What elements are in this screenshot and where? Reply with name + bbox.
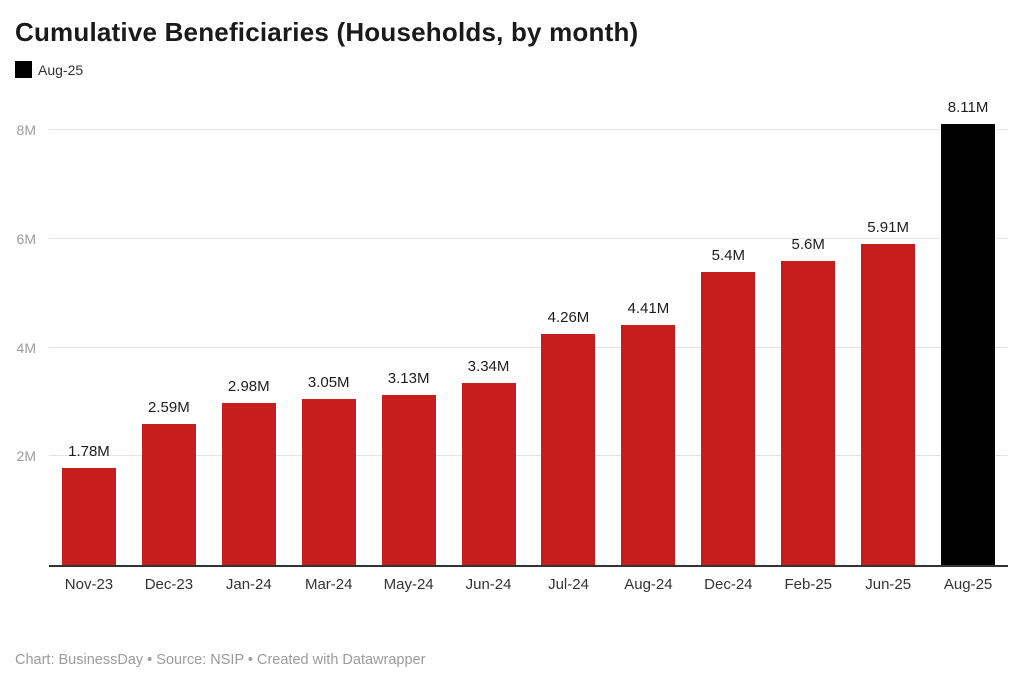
bar-cell: 3.34M — [449, 87, 529, 565]
bar-feb-25[interactable] — [781, 260, 836, 565]
legend: Aug-25 — [15, 61, 1008, 79]
bar-mar-24[interactable] — [301, 399, 356, 565]
y-tick-label: 4M — [16, 339, 36, 356]
gridline: 6M — [17, 231, 1008, 247]
bar-value-label: 5.4M — [711, 246, 745, 264]
gridline: 8M — [17, 122, 1008, 138]
gridline: 4M — [17, 340, 1008, 356]
bar-jun-25[interactable] — [861, 243, 916, 565]
bar-cell: 1.78M — [49, 87, 129, 565]
bar-may-24[interactable] — [381, 394, 436, 565]
bar-aug-24[interactable] — [621, 325, 676, 565]
bar-value-label: 3.34M — [467, 358, 510, 376]
x-tick-label: Dec-23 — [144, 575, 194, 593]
bar-value-label: 4.41M — [627, 300, 670, 318]
chart-title: Cumulative Beneficiaries (Households, by… — [15, 17, 639, 47]
x-tick-label: Aug-24 — [624, 575, 673, 593]
bar-cell: 3.13M — [369, 87, 449, 565]
y-tick-label: 8M — [16, 122, 36, 139]
bar-dec-24[interactable] — [701, 271, 756, 565]
bar-value-label: 2.98M — [227, 378, 270, 396]
bar-value-label: 3.13M — [387, 369, 430, 387]
bar-cell: 5.4M — [688, 87, 768, 565]
x-tick-label: Jan-24 — [225, 575, 272, 593]
plot-area: 2M 4M 6M 8M 1.78M 2.59M 2.98M 3.05M 3.13M 3.34M 4.… — [17, 87, 1008, 567]
bar-jun-24[interactable] — [461, 383, 516, 565]
bar-cell: 4.26M — [529, 87, 609, 565]
bar-cell: 5.91M — [848, 87, 928, 565]
bar-value-label: 8.11M — [947, 99, 989, 117]
bar-cell: 4.41M — [608, 87, 688, 565]
bar-value-label: 5.6M — [791, 235, 825, 253]
x-tick-label: Mar-24 — [304, 575, 353, 593]
x-tick-label: Dec-24 — [704, 575, 753, 593]
x-tick-label: Aug-25 — [943, 575, 993, 593]
chart-card: Cumulative Beneficiaries (Households, by… — [15, 17, 1008, 668]
bar-value-label: 2.59M — [148, 399, 190, 417]
x-axis: Nov-23 Dec-23 Jan-24 Mar-24 May-24 Jun-24 Jul-… — [49, 567, 1008, 593]
bar-jan-24[interactable] — [221, 403, 276, 565]
chart-footer: Chart: BusinessDay • Source: NSIP • Crea… — [15, 652, 426, 668]
bar-cell: 3.05M — [289, 87, 369, 565]
bar-cell: 5.6M — [768, 87, 848, 565]
x-tick-label: Jun-24 — [465, 575, 512, 593]
legend-label: Aug-25 — [38, 61, 84, 78]
bar-cell: 2.59M — [129, 87, 209, 565]
bar-chart: 2M 4M 6M 8M 1.78M 2.59M 2.98M 3.05M 3.13M 3.34M 4.… — [15, 87, 1008, 593]
y-axis-gutter — [15, 87, 49, 567]
bar-dec-23[interactable] — [141, 424, 196, 565]
bar-jul-24[interactable] — [541, 333, 596, 565]
y-tick-label: 6M — [16, 230, 36, 247]
bar-cell: 2.98M — [209, 87, 289, 565]
y-tick-label: 2M — [16, 448, 36, 465]
x-tick-label: Jun-25 — [865, 575, 912, 593]
bar-value-label: 1.78M — [68, 443, 110, 461]
x-tick-label: May-24 — [383, 575, 434, 593]
bar-value-label: 4.26M — [547, 308, 590, 326]
gridline: 2M — [17, 448, 1008, 464]
bar-value-label: 5.91M — [867, 218, 909, 236]
x-tick-label: Jul-24 — [548, 575, 589, 593]
bar-cell: 8.11M — [928, 87, 1008, 565]
bar-aug-25[interactable] — [941, 124, 996, 565]
x-tick-label: Nov-23 — [64, 575, 114, 593]
legend-swatch-icon — [15, 61, 32, 79]
x-tick-label: Feb-25 — [784, 575, 833, 593]
bar-nov-23[interactable] — [61, 468, 116, 565]
bar-value-label: 3.05M — [307, 374, 350, 392]
